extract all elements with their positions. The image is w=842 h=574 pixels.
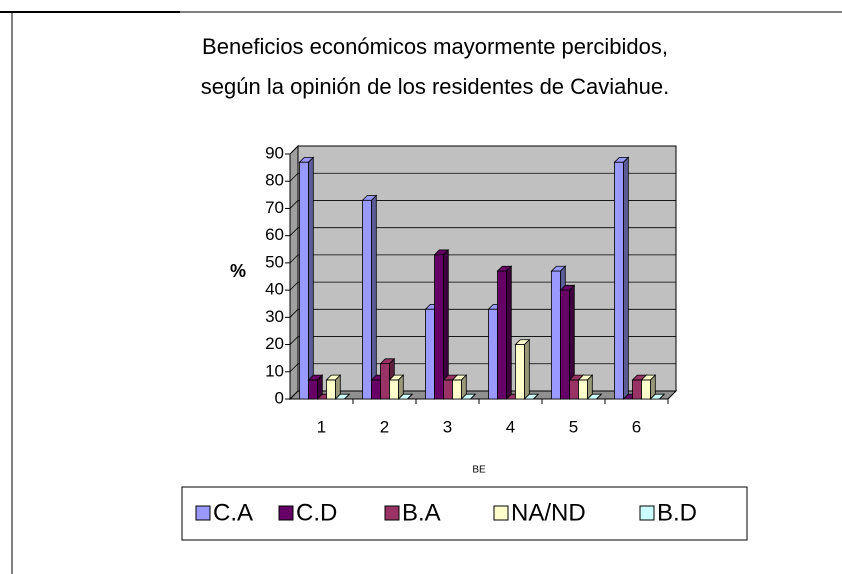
- bar: [613, 156, 630, 400]
- bar: [298, 156, 315, 400]
- legend-key: [384, 505, 400, 521]
- bar-front: [488, 308, 498, 400]
- legend-label: C.A: [213, 499, 253, 526]
- y-tick-label: 70: [265, 198, 284, 217]
- bar-side: [533, 393, 539, 400]
- legend-label: B.D: [657, 499, 697, 526]
- bar: [451, 374, 468, 400]
- bar: [523, 393, 540, 400]
- frame: [11, 11, 842, 574]
- bar: [397, 393, 414, 400]
- bar-front: [614, 161, 624, 400]
- legend-key: [278, 505, 294, 521]
- bar: [433, 248, 450, 400]
- y-axis-label: %: [230, 261, 246, 281]
- bar-side: [596, 393, 602, 400]
- bar: [325, 374, 342, 400]
- bar-side: [371, 194, 377, 400]
- x-tick-label: 2: [380, 417, 389, 436]
- bar-side: [506, 265, 512, 400]
- chart-title: según la opinión de los residentes de Ca…: [201, 74, 669, 99]
- bar: [361, 194, 378, 400]
- legend-label: B.A: [402, 499, 441, 526]
- bar: [577, 374, 594, 400]
- bar: [460, 393, 477, 400]
- x-tick-label: 5: [569, 417, 578, 436]
- bar: [388, 374, 405, 400]
- y-tick-label: 0: [275, 388, 284, 407]
- bar-front: [452, 379, 462, 400]
- grid-line: [289, 281, 676, 291]
- bar-side: [407, 393, 413, 400]
- y-tick-label: 80: [265, 171, 284, 190]
- grid-line: [289, 200, 676, 209]
- legend-label: NA/ND: [511, 499, 586, 526]
- chart-title: Beneficios económicos mayormente percibi…: [202, 34, 668, 59]
- y-tick-label: 10: [265, 361, 284, 380]
- bar-front: [497, 270, 507, 400]
- bar-front: [578, 379, 588, 400]
- x-tick-label: 4: [506, 417, 515, 436]
- bar-side: [470, 393, 476, 400]
- bar-front: [632, 379, 642, 400]
- grid-line: [289, 390, 676, 400]
- y-tick-label: 20: [265, 334, 284, 353]
- grid-line: [289, 227, 676, 236]
- x-axis-label: BE: [472, 465, 486, 476]
- bar-front: [425, 308, 435, 400]
- bar: [514, 338, 531, 400]
- y-tick-label: 50: [265, 252, 284, 271]
- bar-side: [524, 338, 530, 400]
- bar-front: [515, 344, 525, 400]
- legend-key: [195, 505, 211, 521]
- grid-line: [289, 308, 676, 318]
- legend-key: [639, 505, 655, 521]
- side-wall: [289, 144, 299, 401]
- bar-side: [659, 393, 665, 400]
- bar-front: [380, 363, 390, 400]
- x-tick-label: 1: [317, 417, 326, 436]
- grid-line: [289, 172, 676, 182]
- bar: [307, 374, 324, 400]
- bar-front: [389, 379, 399, 400]
- bar-front: [371, 379, 381, 400]
- bar-front: [560, 289, 570, 400]
- bar: [649, 393, 666, 400]
- x-tick-label: 3: [443, 417, 452, 436]
- bar-side: [344, 393, 350, 400]
- bar-front: [299, 161, 309, 400]
- bar: [586, 393, 603, 400]
- bar-front: [362, 199, 372, 400]
- bar: [496, 265, 513, 400]
- bar-side: [308, 156, 314, 400]
- grid-line: [289, 145, 676, 155]
- legend-key: [493, 505, 509, 521]
- bar-front: [641, 379, 651, 400]
- bar: [334, 393, 351, 400]
- bar-front: [308, 379, 318, 400]
- bar-front: [551, 270, 561, 400]
- bar-front: [569, 379, 579, 400]
- bar-front: [326, 379, 336, 400]
- x-tick-label: 6: [632, 417, 641, 436]
- grid-line: [289, 336, 676, 345]
- bar-side: [623, 156, 629, 400]
- y-tick-label: 30: [265, 307, 284, 326]
- bar: [640, 374, 657, 400]
- y-tick-label: 60: [265, 225, 284, 244]
- y-tick-label: 90: [265, 143, 284, 162]
- bar-front: [443, 379, 453, 400]
- grid-line: [289, 363, 676, 373]
- y-tick-label: 40: [265, 280, 284, 299]
- bar-front: [434, 254, 444, 400]
- grid-line: [289, 254, 676, 264]
- legend-label: C.D: [296, 499, 337, 526]
